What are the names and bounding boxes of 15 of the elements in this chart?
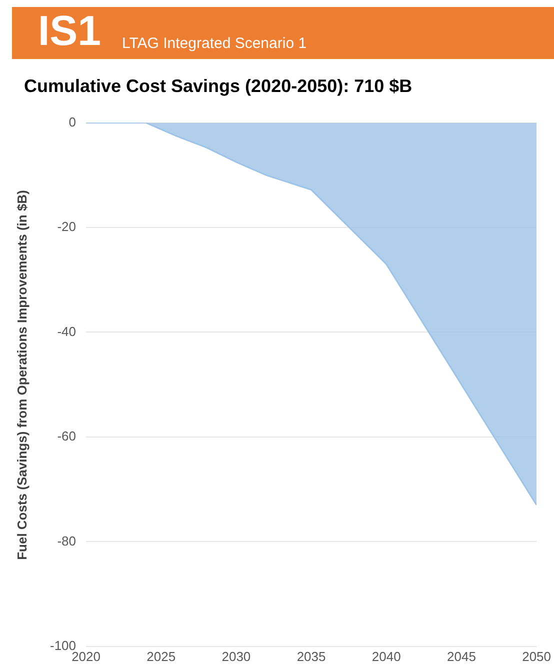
y-tick-label: 0 — [68, 114, 76, 130]
x-tick-label: 2050 — [522, 648, 551, 664]
y-tick-label: -20 — [57, 219, 76, 234]
x-tick-label: 2025 — [146, 648, 176, 664]
x-tick-label: 2045 — [446, 648, 476, 664]
y-tick-label: -60 — [57, 428, 76, 444]
x-tick-label: 2035 — [296, 648, 326, 664]
chart-title: Cumulative Cost Savings (2020-2050): 710 $B — [24, 76, 412, 97]
text: LTAG Integrated Scenario 1 — [122, 35, 307, 52]
x-tick-label: 2030 — [222, 648, 251, 664]
x-tick-label: 2040 — [372, 648, 401, 664]
text: IS1 — [38, 7, 102, 55]
y-tick-label: -80 — [57, 533, 76, 548]
y-tick-label: -40 — [57, 324, 76, 339]
y-axis-title: Fuel Costs (Savings) from Operations Improvements (in $B) — [14, 190, 30, 560]
